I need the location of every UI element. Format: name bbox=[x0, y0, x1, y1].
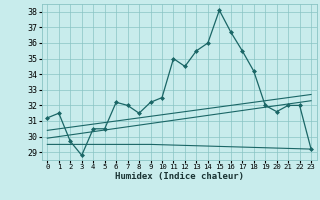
X-axis label: Humidex (Indice chaleur): Humidex (Indice chaleur) bbox=[115, 172, 244, 181]
